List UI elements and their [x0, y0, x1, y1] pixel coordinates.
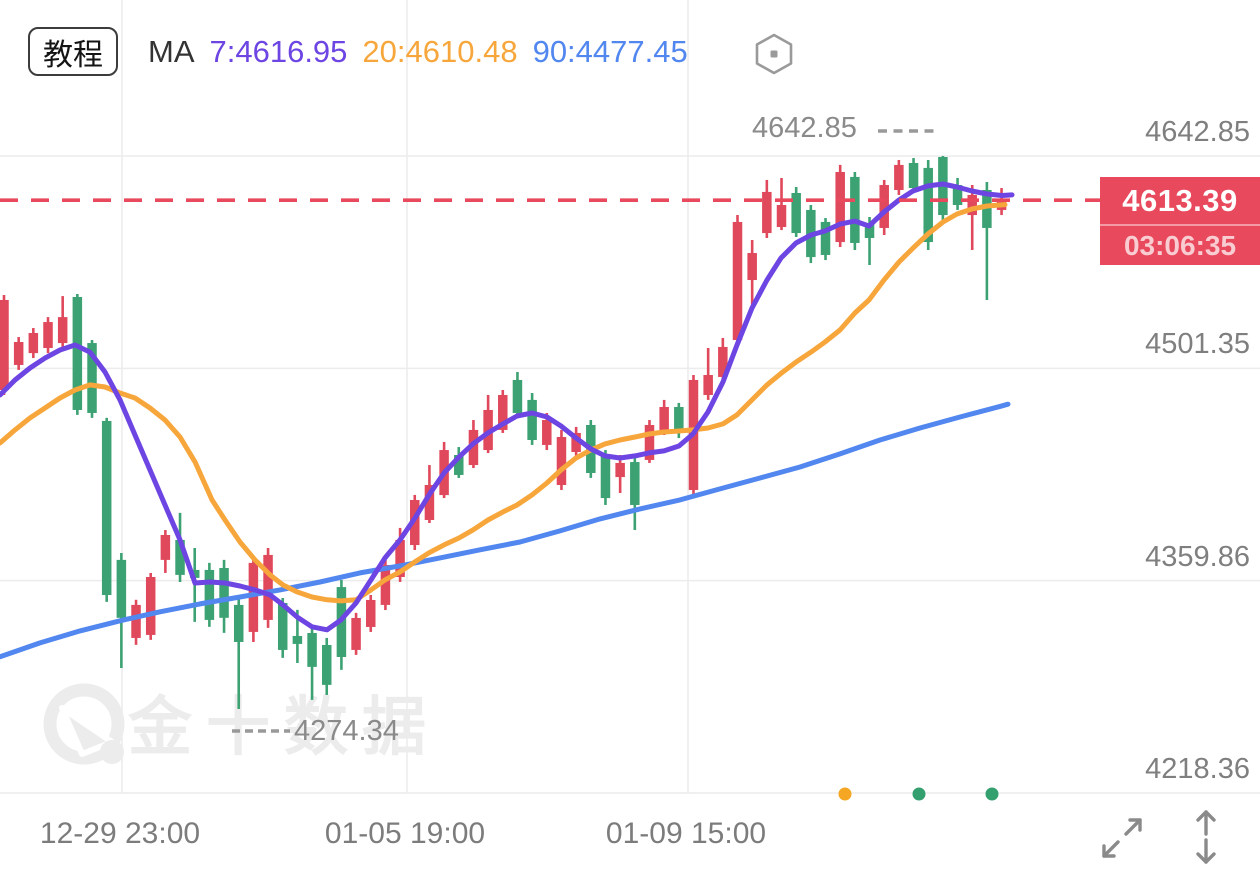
candle-body — [116, 559, 127, 618]
current-price-badge: 4613.39 03:06:35 — [1100, 177, 1260, 266]
candle-body — [879, 185, 889, 228]
candle-body — [292, 635, 303, 644]
y-axis-price-label: 4359.86 — [1145, 540, 1250, 573]
candle-body — [468, 429, 479, 466]
candle-body — [219, 567, 229, 618]
candle-body — [72, 296, 83, 410]
candle-body — [321, 644, 332, 685]
candle-body — [967, 194, 977, 216]
ma-label: MA — [148, 34, 195, 69]
candle-body — [160, 534, 171, 560]
candle-body — [454, 454, 464, 475]
candle-body — [952, 185, 963, 205]
candle-body — [703, 375, 713, 395]
candle-body — [644, 424, 655, 460]
ma90-value: 90:4477.45 — [532, 34, 688, 69]
candle-body — [189, 569, 200, 578]
expand-fullscreen-icon[interactable] — [1096, 812, 1148, 864]
candle-countdown-timer: 03:06:35 — [1100, 224, 1260, 266]
candle-body — [864, 223, 875, 239]
candle-body — [982, 189, 992, 228]
candle-body — [791, 192, 801, 234]
ma7-line — [0, 181, 1015, 633]
ma-indicator-row: MA 7:4616.95 20:4610.48 90:4477.45 — [148, 34, 688, 70]
high-price-marker: 4642.85 — [752, 112, 857, 144]
candle-body — [718, 346, 728, 377]
candle-body — [835, 171, 845, 243]
candle-body — [204, 569, 215, 620]
candle-body — [820, 221, 831, 255]
candle-body — [175, 539, 185, 575]
candle-body — [307, 632, 317, 667]
candle-body — [28, 332, 39, 354]
candle-body — [131, 604, 141, 638]
candle-body — [43, 322, 53, 349]
candle-body — [351, 617, 361, 650]
candle-body — [556, 436, 567, 486]
candle-body — [101, 420, 112, 596]
candle-body — [630, 462, 640, 505]
y-axis-price-label: 4218.36 — [1145, 753, 1250, 785]
low-price-marker: 4274.34 — [294, 714, 399, 747]
candle-body — [600, 456, 611, 499]
candle-body — [894, 164, 904, 190]
candle-body — [923, 167, 933, 243]
ma20-line — [0, 202, 1008, 604]
candle-body — [908, 162, 919, 189]
watermark-text: 金十数据 — [128, 691, 440, 763]
candle-body — [571, 432, 581, 452]
session-dot — [985, 787, 999, 801]
y-axis-price-label: 4642.85 — [1145, 116, 1250, 148]
candle-body — [615, 462, 625, 478]
candle-body — [732, 221, 743, 341]
candle-body — [263, 554, 273, 620]
tutorial-button[interactable]: 教程 — [28, 27, 118, 76]
jin10-compass-logo-icon — [43, 683, 125, 765]
candle-body — [424, 485, 435, 520]
x-axis-time-label: 01-05 19:00 — [324, 817, 486, 850]
candle-body — [145, 577, 156, 635]
candle-body — [659, 406, 669, 430]
candle-body — [850, 176, 860, 243]
candle-body — [498, 394, 508, 430]
candle-body — [776, 204, 787, 228]
candle-body — [0, 299, 9, 391]
candle-body — [248, 562, 259, 632]
candle-body — [747, 253, 757, 281]
candle-body — [277, 602, 288, 650]
current-price-value: 4613.39 — [1100, 177, 1260, 225]
candle-body — [87, 343, 97, 413]
price-scale-up-down-icon[interactable] — [1186, 806, 1226, 868]
x-axis-time-label: 12-29 23:00 — [39, 817, 201, 850]
candle-body — [542, 420, 552, 445]
candle-body — [762, 191, 772, 234]
candle-body — [395, 539, 405, 578]
candle-body — [512, 379, 523, 413]
ma7-value: 7:4616.95 — [209, 34, 348, 69]
candle-body — [366, 599, 376, 627]
candle-body — [380, 564, 391, 605]
candle-body — [13, 342, 24, 365]
session-dot — [912, 787, 926, 801]
candle-body — [527, 399, 537, 440]
session-dot — [838, 787, 852, 801]
ma90-line — [0, 401, 1011, 660]
y-axis-price-label: 4501.35 — [1145, 328, 1250, 361]
candle-body — [57, 317, 68, 344]
x-axis-time-label: 01-09 15:00 — [605, 817, 767, 850]
candle-body — [674, 406, 684, 433]
hexagon-settings-icon[interactable] — [752, 31, 796, 77]
candle-body — [233, 604, 244, 642]
ma20-value: 20:4610.48 — [362, 34, 518, 69]
